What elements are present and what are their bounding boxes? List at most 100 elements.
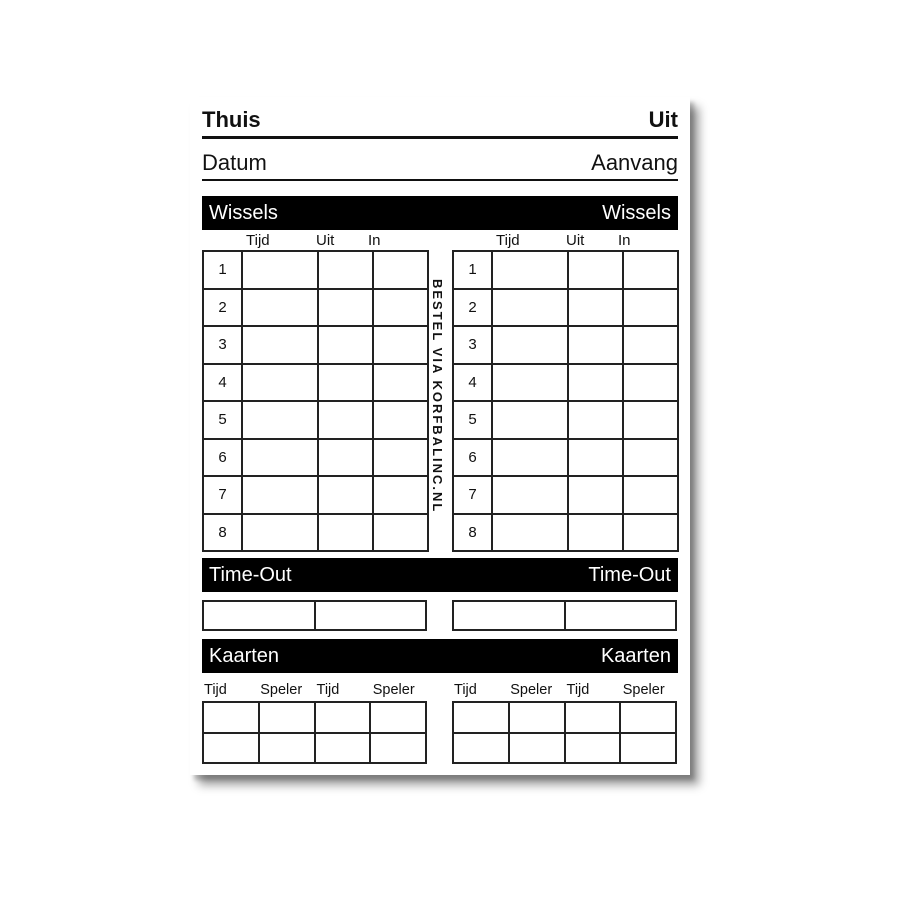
wissels-column-headers: Tijd Uit In bbox=[452, 232, 678, 250]
kaarten-row bbox=[202, 701, 427, 734]
wissels-column-headers: Tijd Uit In bbox=[202, 232, 428, 250]
tijd-cell bbox=[452, 701, 510, 734]
away-team-label: Uit bbox=[648, 107, 678, 132]
row-number-cell: 8 bbox=[202, 512, 243, 552]
col-header-speler: Speler bbox=[260, 682, 303, 698]
in-cell bbox=[622, 325, 679, 365]
wissels-title-left: Wissels bbox=[209, 201, 278, 224]
timeout-title-left: Time-Out bbox=[209, 563, 292, 586]
wissels-table-away: Tijd Uit In 1 2 3 4 5 6 7 8 bbox=[452, 232, 679, 552]
wissels-row: 8 bbox=[202, 512, 429, 552]
tijd-cell bbox=[563, 701, 622, 734]
in-cell bbox=[372, 250, 429, 290]
wissels-row: 3 bbox=[202, 325, 429, 365]
kaarten-column-headers: Tijd Speler Tijd Speler bbox=[202, 682, 428, 701]
wissels-row: 4 bbox=[202, 362, 429, 402]
col-header-speler: Speler bbox=[622, 682, 665, 698]
row-number-cell: 3 bbox=[452, 325, 493, 365]
row-number-cell: 7 bbox=[202, 475, 243, 515]
in-cell bbox=[372, 437, 429, 477]
uit-cell bbox=[317, 362, 374, 402]
speler-cell bbox=[369, 701, 427, 734]
in-cell bbox=[622, 362, 679, 402]
wissels-row: 6 bbox=[452, 437, 679, 477]
in-cell bbox=[622, 400, 679, 440]
tijd-cell bbox=[491, 400, 569, 440]
row-number-cell: 4 bbox=[202, 362, 243, 402]
row-number-cell: 2 bbox=[452, 287, 493, 327]
tijd-cell bbox=[563, 731, 622, 764]
substitutions-grid-home: 1 2 3 4 5 6 7 8 bbox=[202, 250, 429, 552]
col-header-tijd: Tijd bbox=[496, 232, 520, 249]
uit-cell bbox=[317, 325, 374, 365]
speler-cell bbox=[369, 731, 427, 764]
col-header-tijd: Tijd bbox=[454, 682, 477, 698]
uit-cell bbox=[317, 250, 374, 290]
kaarten-column-headers: Tijd Speler Tijd Speler bbox=[452, 682, 678, 701]
kaarten-title-right: Kaarten bbox=[600, 644, 671, 667]
row-number-cell: 6 bbox=[452, 437, 493, 477]
col-header-speler: Speler bbox=[510, 682, 553, 698]
wissels-row: 4 bbox=[452, 362, 679, 402]
teams-header-row: Thuis Uit bbox=[202, 107, 678, 139]
tijd-cell bbox=[241, 437, 319, 477]
in-cell bbox=[372, 400, 429, 440]
date-header-row: Datum Aanvang bbox=[202, 150, 678, 181]
tijd-cell bbox=[241, 512, 319, 552]
uit-cell bbox=[317, 475, 374, 515]
uit-cell bbox=[567, 250, 624, 290]
kaarten-row bbox=[452, 701, 677, 734]
row-number-cell: 2 bbox=[202, 287, 243, 327]
col-header-in: In bbox=[618, 232, 631, 249]
col-header-speler: Speler bbox=[372, 682, 415, 698]
timeout-cell bbox=[313, 600, 427, 631]
uit-cell bbox=[317, 512, 374, 552]
col-header-tijd: Tijd bbox=[316, 682, 340, 698]
kaarten-table-away: Tijd Speler Tijd Speler bbox=[452, 682, 678, 764]
tijd-cell bbox=[241, 362, 319, 402]
uit-cell bbox=[567, 287, 624, 327]
uit-cell bbox=[567, 437, 624, 477]
wissels-row: 1 bbox=[452, 250, 679, 290]
timeout-cell bbox=[563, 600, 677, 631]
speler-cell bbox=[257, 731, 316, 764]
tijd-cell bbox=[452, 731, 510, 764]
substitutions-grid-away: 1 2 3 4 5 6 7 8 bbox=[452, 250, 679, 552]
row-number-cell: 8 bbox=[452, 512, 493, 552]
in-cell bbox=[622, 512, 679, 552]
wissels-row: 7 bbox=[452, 475, 679, 515]
in-cell bbox=[622, 437, 679, 477]
col-header-in: In bbox=[368, 232, 381, 249]
uit-cell bbox=[567, 512, 624, 552]
wissels-row: 3 bbox=[452, 325, 679, 365]
speler-cell bbox=[257, 701, 316, 734]
speler-cell bbox=[507, 731, 566, 764]
kaarten-title-left: Kaarten bbox=[209, 644, 280, 667]
cards-grid-home bbox=[202, 701, 427, 764]
in-cell bbox=[372, 287, 429, 327]
tijd-cell bbox=[491, 437, 569, 477]
tijd-cell bbox=[491, 250, 569, 290]
col-header-tijd: Tijd bbox=[246, 232, 270, 249]
timeout-row bbox=[202, 600, 427, 631]
wissels-section-bar: Wissels Wissels bbox=[202, 196, 678, 230]
kaarten-table-home: Tijd Speler Tijd Speler bbox=[202, 682, 428, 764]
row-number-cell: 5 bbox=[452, 400, 493, 440]
timeout-row bbox=[452, 600, 677, 631]
row-number-cell: 4 bbox=[452, 362, 493, 402]
in-cell bbox=[372, 475, 429, 515]
speler-cell bbox=[507, 701, 566, 734]
uit-cell bbox=[567, 475, 624, 515]
tijd-cell bbox=[491, 512, 569, 552]
col-header-tijd: Tijd bbox=[566, 682, 590, 698]
watermark-vertical-text: BESTEL VIA KORFBALINC.NL bbox=[430, 279, 445, 514]
wissels-row: 5 bbox=[452, 400, 679, 440]
kaarten-section-bar: Kaarten Kaarten bbox=[202, 639, 678, 673]
tijd-cell bbox=[241, 325, 319, 365]
tijd-cell bbox=[241, 250, 319, 290]
row-number-cell: 5 bbox=[202, 400, 243, 440]
timeout-cell bbox=[202, 600, 316, 631]
kaarten-row bbox=[452, 731, 677, 764]
col-header-uit: Uit bbox=[316, 232, 335, 249]
timeout-title-right: Time-Out bbox=[588, 563, 671, 586]
